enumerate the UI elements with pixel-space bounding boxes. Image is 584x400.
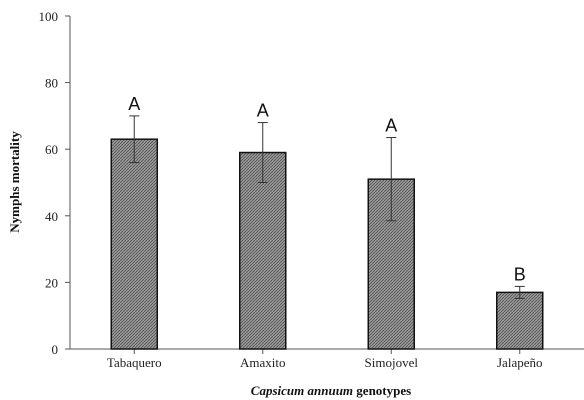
bar-jalapeño	[496, 291, 544, 350]
y-tick-label: 60	[45, 142, 58, 157]
bars	[110, 138, 544, 350]
bar-amaxito	[239, 151, 287, 350]
significance-letter: A	[385, 116, 397, 136]
significance-letters: A A A B	[128, 94, 526, 284]
y-axis-title: Nymphs mortality	[7, 131, 22, 233]
y-tick-label: 0	[52, 342, 59, 357]
significance-letter: A	[257, 101, 269, 121]
error-bar	[129, 115, 140, 164]
x-tick-label: Jalapeño	[497, 355, 542, 370]
y-tick-label: 80	[45, 76, 58, 91]
bar-tabaquero	[110, 138, 158, 350]
error-bar	[514, 285, 525, 299]
y-axis: 0 20 40 60 80 100	[39, 9, 71, 357]
significance-letter: A	[128, 94, 140, 114]
error-bars	[129, 115, 525, 299]
error-bar	[257, 122, 268, 183]
y-tick-label: 40	[45, 209, 58, 224]
x-tick-label: Simojovel	[365, 355, 419, 370]
x-axis-title: Capsicum annuum genotypes	[251, 383, 411, 398]
y-tick-label: 100	[39, 9, 59, 24]
y-tick-label: 20	[45, 275, 58, 290]
error-bar	[386, 137, 397, 222]
x-axis-title-italic: Capsicum annuum	[251, 383, 353, 398]
x-tick-label: Amaxito	[240, 355, 286, 370]
x-axis: Tabaquero Amaxito Simojovel Jalapeño	[70, 348, 584, 370]
x-tick-label: Tabaquero	[107, 355, 162, 370]
x-axis-title-rest: genotypes	[353, 383, 411, 398]
significance-letter: B	[514, 264, 526, 284]
